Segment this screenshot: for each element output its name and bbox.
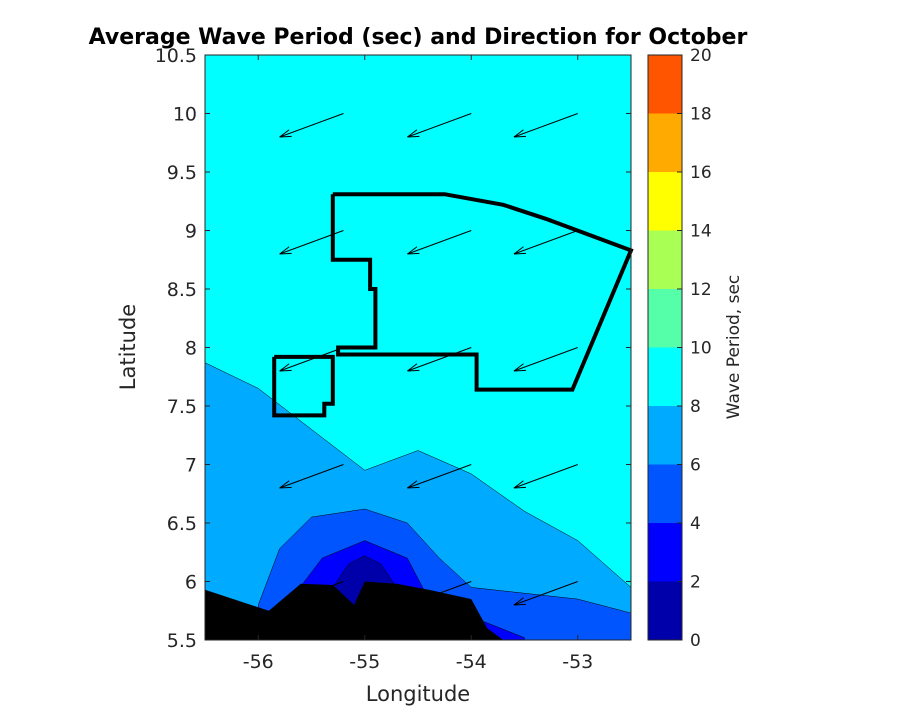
wave-arrow xyxy=(513,347,578,372)
wave-direction-arrows xyxy=(205,113,578,606)
boundary-polygons xyxy=(272,192,634,418)
x-tick-label: -55 xyxy=(349,651,380,673)
y-tick-label: 9.5 xyxy=(167,162,197,184)
y-tick-label: 8.5 xyxy=(167,279,197,301)
colorbar-tick-label: 14 xyxy=(690,222,712,242)
chart-title: Average Wave Period (sec) and Direction … xyxy=(89,25,748,50)
wave-arrow xyxy=(279,347,344,372)
colorbar-swatches xyxy=(648,55,682,640)
colorbar-swatch xyxy=(648,289,682,348)
colorbar-tick-label: 16 xyxy=(690,163,712,183)
y-tick-label: 8 xyxy=(185,338,197,360)
wave-arrow xyxy=(513,581,578,606)
wave-arrow xyxy=(279,581,344,606)
plot-area xyxy=(204,54,634,641)
x-axis-ticks: -56 -55 -54 -53 xyxy=(243,55,593,673)
colorbar-tick-label: 6 xyxy=(690,456,701,476)
colorbar-swatch xyxy=(648,172,682,231)
y-tick-label: 6 xyxy=(185,572,197,594)
colorbar-swatch xyxy=(648,464,682,523)
colorbar-tick-label: 0 xyxy=(690,631,701,651)
wave-arrow xyxy=(407,113,472,138)
x-tick-label: -54 xyxy=(456,651,487,673)
wave-arrow xyxy=(407,347,472,372)
colorbar-tick-label: 20 xyxy=(690,46,712,66)
x-tick-label: -53 xyxy=(562,651,593,673)
colorbar-ticks: 0 2 4 6 8 10 12 14 16 18 20 xyxy=(677,46,712,651)
wave-arrow xyxy=(279,113,344,138)
wave-arrow xyxy=(407,464,472,489)
colorbar-label: Wave Period, sec xyxy=(724,275,744,420)
colorbar-swatch xyxy=(648,230,682,289)
y-tick-label: 9 xyxy=(185,221,197,243)
wave-arrow xyxy=(279,464,344,489)
y-tick-label: 6.5 xyxy=(167,513,197,535)
contour-fill-layer xyxy=(205,55,631,640)
colorbar-swatch xyxy=(648,113,682,172)
y-tick-label: 10.5 xyxy=(155,45,197,67)
wave-arrow xyxy=(407,581,472,606)
x-axis-label: Longitude xyxy=(366,682,470,706)
boundary-polygon-small xyxy=(272,354,335,418)
y-axis-label: Latitude xyxy=(116,304,140,390)
colorbar-tick-label: 4 xyxy=(690,514,701,534)
colorbar-tick-label: 18 xyxy=(690,105,712,125)
wave-arrow xyxy=(407,230,472,255)
colorbar-tick-label: 8 xyxy=(690,397,701,417)
y-tick-label: 10 xyxy=(173,104,197,126)
colorbar-swatch xyxy=(648,55,682,114)
colorbar-swatch xyxy=(648,406,682,465)
y-tick-label: 5.5 xyxy=(167,630,197,652)
colorbar-swatch xyxy=(648,523,682,582)
boundary-polygon-main xyxy=(330,192,634,392)
colorbar-tick-label: 12 xyxy=(690,280,712,300)
land-mask xyxy=(205,581,504,640)
colorbar: 0 2 4 6 8 10 12 14 16 18 20 xyxy=(647,46,712,651)
colorbar-tick-label: 2 xyxy=(690,573,701,593)
colorbar-swatch xyxy=(648,581,682,640)
y-tick-label: 7.5 xyxy=(167,396,197,418)
y-axis-ticks: 5.5 6 6.5 7 7.5 8 8.5 9 9.5 10 10.5 xyxy=(155,45,631,652)
land-mask-layer xyxy=(205,581,504,640)
y-tick-label: 7 xyxy=(185,455,197,477)
wave-arrow xyxy=(513,230,578,255)
x-tick-label: -56 xyxy=(243,651,274,673)
colorbar-swatch xyxy=(648,347,682,406)
wave-arrow xyxy=(513,113,578,138)
wave-arrow xyxy=(513,464,578,489)
colorbar-tick-label: 10 xyxy=(690,339,712,359)
